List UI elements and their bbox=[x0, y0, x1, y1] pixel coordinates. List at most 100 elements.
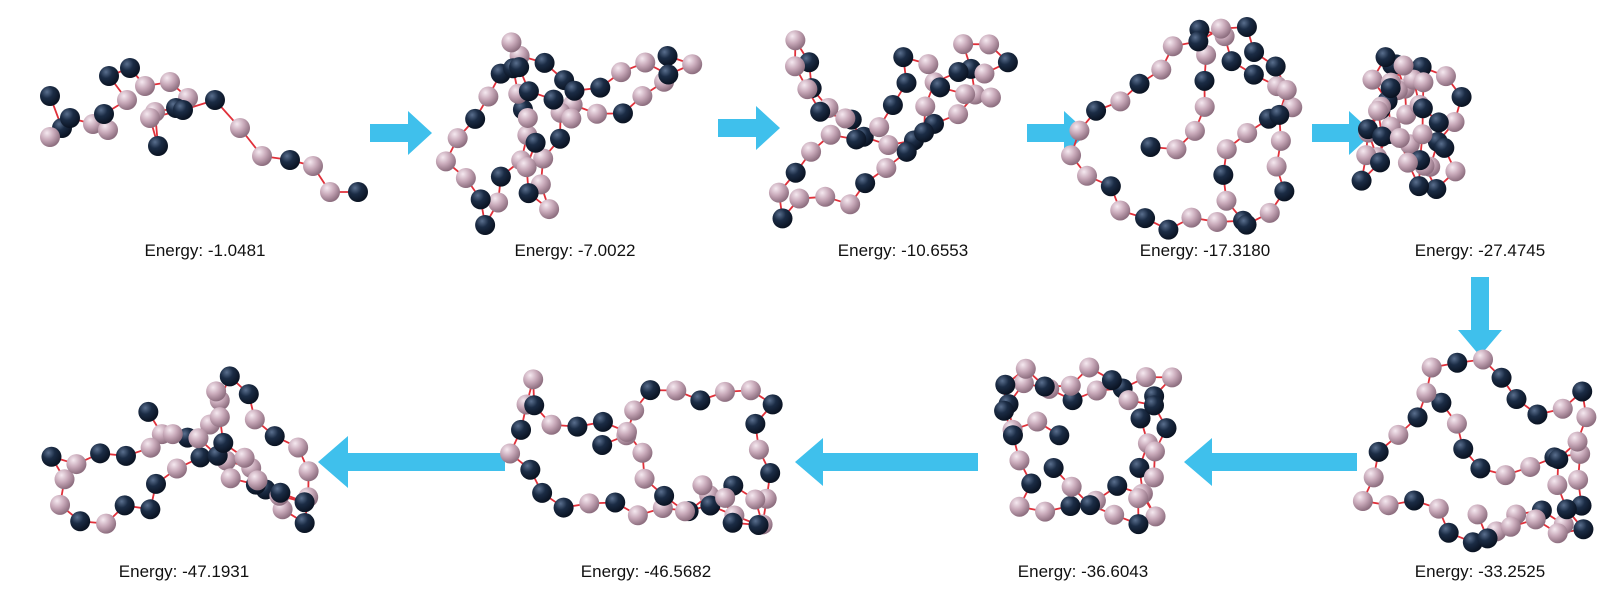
bead-dark bbox=[1060, 496, 1080, 516]
bead-light bbox=[500, 443, 520, 463]
arrow-1 bbox=[370, 111, 432, 155]
bead-dark bbox=[90, 443, 110, 463]
bead-light bbox=[785, 56, 805, 76]
bead-light bbox=[979, 34, 999, 54]
bead-dark bbox=[846, 129, 866, 149]
bead-light bbox=[741, 380, 761, 400]
bead-light bbox=[749, 440, 769, 460]
bead-dark bbox=[1157, 418, 1177, 438]
bead-dark bbox=[120, 58, 140, 78]
bead-dark bbox=[1266, 56, 1286, 76]
bead-dark bbox=[1426, 179, 1446, 199]
bead-light bbox=[1151, 60, 1171, 80]
bead-light bbox=[981, 87, 1001, 107]
bead-light bbox=[488, 192, 508, 212]
bead-dark bbox=[1408, 407, 1428, 427]
bead-light bbox=[1429, 499, 1449, 519]
bead-dark bbox=[883, 95, 903, 115]
arrow-7 bbox=[795, 438, 978, 486]
bead-light bbox=[1195, 97, 1215, 117]
bead-light bbox=[1379, 495, 1399, 515]
bead-dark bbox=[265, 426, 285, 446]
bead-dark bbox=[1141, 137, 1161, 157]
structure-5 bbox=[1352, 47, 1472, 199]
bead-light bbox=[715, 382, 735, 402]
bead-light bbox=[436, 151, 456, 171]
bead-dark bbox=[475, 215, 495, 235]
bead-dark bbox=[995, 375, 1015, 395]
bead-light bbox=[1237, 123, 1257, 143]
bead-light bbox=[518, 108, 538, 128]
bead-light bbox=[501, 32, 521, 52]
bead-light bbox=[611, 62, 631, 82]
bead-dark bbox=[1381, 78, 1401, 98]
energy-label-4: Energy: -17.3180 bbox=[1140, 241, 1270, 261]
bead-light bbox=[221, 468, 241, 488]
bead-light bbox=[587, 104, 607, 124]
bead-dark bbox=[295, 513, 315, 533]
arrow-6 bbox=[1184, 438, 1357, 486]
bead-light bbox=[1016, 359, 1036, 379]
bead-light bbox=[1079, 357, 1099, 377]
bead-dark bbox=[760, 463, 780, 483]
bead-dark bbox=[810, 102, 830, 122]
bead-dark bbox=[520, 460, 540, 480]
bead-light bbox=[1568, 470, 1588, 490]
bead-light bbox=[1496, 465, 1516, 485]
bead-dark bbox=[1376, 47, 1396, 67]
energy-label-1: Energy: -1.0481 bbox=[145, 241, 266, 261]
bead-dark bbox=[1158, 220, 1178, 240]
bead-light bbox=[1146, 506, 1166, 526]
structure-8 bbox=[500, 369, 783, 535]
bead-dark bbox=[896, 73, 916, 93]
bead-light bbox=[1412, 124, 1432, 144]
bead-light bbox=[1353, 491, 1373, 511]
bead-dark bbox=[1527, 404, 1547, 424]
bead-dark bbox=[140, 499, 160, 519]
bead-dark bbox=[1506, 389, 1526, 409]
bead-dark bbox=[173, 100, 193, 120]
bead-light bbox=[797, 79, 817, 99]
bead-dark bbox=[1274, 181, 1294, 201]
bead-dark bbox=[1135, 208, 1155, 228]
bead-dark bbox=[1021, 474, 1041, 494]
bead-dark bbox=[1128, 514, 1148, 534]
bead-dark bbox=[213, 433, 233, 453]
bead-dark bbox=[593, 412, 613, 432]
bead-light bbox=[1144, 467, 1164, 487]
bead-light bbox=[140, 108, 160, 128]
structure-4 bbox=[1061, 17, 1302, 240]
bead-light bbox=[1468, 504, 1488, 524]
bead-dark bbox=[465, 109, 485, 129]
bead-light bbox=[163, 424, 183, 444]
bead-light bbox=[245, 409, 265, 429]
bead-light bbox=[1010, 497, 1030, 517]
bead-light bbox=[1061, 145, 1081, 165]
bead-dark bbox=[1429, 112, 1449, 132]
bead-dark bbox=[94, 104, 114, 124]
bead-light bbox=[840, 194, 860, 214]
bead-dark bbox=[1244, 65, 1264, 85]
bead-light bbox=[1388, 425, 1408, 445]
structure-6 bbox=[1353, 349, 1596, 552]
bead-light bbox=[1260, 203, 1280, 223]
bead-dark bbox=[1213, 165, 1233, 185]
bead-light bbox=[1181, 208, 1201, 228]
bead-dark bbox=[270, 483, 290, 503]
bead-dark bbox=[1237, 215, 1257, 235]
bead-light bbox=[624, 401, 644, 421]
bead-dark bbox=[535, 53, 555, 73]
bead-dark bbox=[1044, 458, 1064, 478]
bead-light bbox=[801, 142, 821, 162]
bead-dark bbox=[40, 86, 60, 106]
bead-light bbox=[745, 489, 765, 509]
bead-dark bbox=[658, 65, 678, 85]
bead-dark bbox=[1101, 176, 1121, 196]
bead-light bbox=[1520, 457, 1540, 477]
bead-light bbox=[821, 125, 841, 145]
bead-dark bbox=[1102, 370, 1122, 390]
bead-light bbox=[632, 443, 652, 463]
bead-dark bbox=[605, 492, 625, 512]
bead-light bbox=[1422, 357, 1442, 377]
